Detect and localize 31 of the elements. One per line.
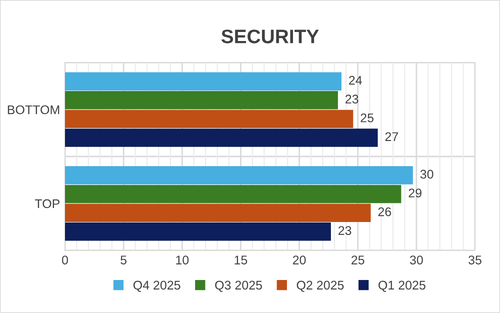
- data-label: 27: [385, 132, 398, 141]
- bar: [65, 110, 354, 128]
- bar: [65, 128, 378, 147]
- bar: [65, 184, 402, 204]
- y-tick-label: BOTTOM: [8, 105, 60, 114]
- x-tick-label: 30: [410, 256, 423, 264]
- x-tick-label: 10: [176, 256, 189, 264]
- data-label: 30: [420, 170, 434, 179]
- legend-label: Q1 2025: [378, 280, 426, 292]
- x-tick-label: 5: [120, 256, 127, 264]
- legend-label: Q2 2025: [296, 280, 344, 292]
- data-label: 24: [349, 76, 362, 85]
- y-tick-label: TOP: [34, 199, 60, 208]
- x-tick-label: 35: [468, 256, 482, 264]
- data-label: 26: [378, 207, 392, 216]
- bar: [65, 222, 331, 241]
- data-label: 29: [408, 188, 422, 198]
- bar: [65, 204, 371, 222]
- bar: [65, 166, 413, 184]
- legend-label: Q4 2025: [133, 280, 180, 292]
- x-tick-label: 25: [352, 256, 364, 264]
- bar: [65, 72, 342, 90]
- chart-title: SECURITY: [221, 30, 319, 44]
- data-label: 23: [338, 226, 352, 235]
- data-label: 25: [360, 113, 374, 122]
- data-label: 23: [346, 94, 358, 104]
- x-tick-label: 15: [234, 256, 248, 264]
- bar: [65, 91, 338, 110]
- x-tick-label: 20: [292, 256, 306, 264]
- x-tick-label: 0: [62, 256, 68, 264]
- legend-label: Q3 2025: [215, 280, 262, 292]
